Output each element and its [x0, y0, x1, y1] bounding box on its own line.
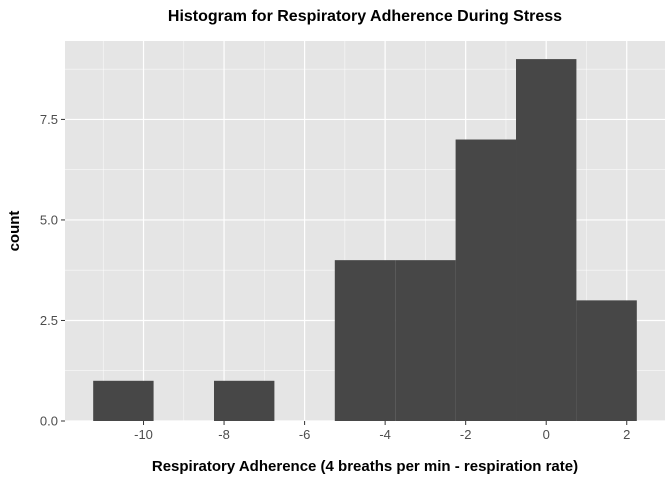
x-tick-label: -2 — [460, 427, 472, 442]
x-axis-title: Respiratory Adherence (4 breaths per min… — [152, 458, 578, 475]
histogram-bar — [455, 139, 517, 421]
y-axis-ticks: 0.0 2.5 5.0 7.5 — [40, 112, 65, 429]
histogram-bar — [93, 380, 154, 421]
x-tick-label: -8 — [218, 427, 230, 442]
x-tick-label: -6 — [299, 427, 311, 442]
y-tick-label: 5.0 — [40, 212, 58, 227]
histogram-bar — [334, 260, 396, 421]
histogram-bars — [93, 59, 637, 421]
y-tick-label: 0.0 — [40, 414, 58, 429]
y-tick-label: 7.5 — [40, 112, 58, 127]
chart-title: Histogram for Respiratory Adherence Duri… — [168, 8, 562, 25]
x-tick-label: -10 — [134, 427, 153, 442]
histogram-bar — [516, 59, 577, 421]
x-tick-label: 2 — [623, 427, 630, 442]
histogram-bar — [395, 260, 456, 421]
x-tick-label: 0 — [543, 427, 550, 442]
histogram-bar — [213, 380, 275, 421]
x-tick-label: -4 — [379, 427, 391, 442]
x-axis-ticks: -10 -8 -6 -4 -2 0 2 — [134, 421, 630, 442]
histogram-bar — [576, 300, 637, 421]
y-axis-title: count — [6, 211, 23, 252]
y-tick-label: 2.5 — [40, 313, 58, 328]
